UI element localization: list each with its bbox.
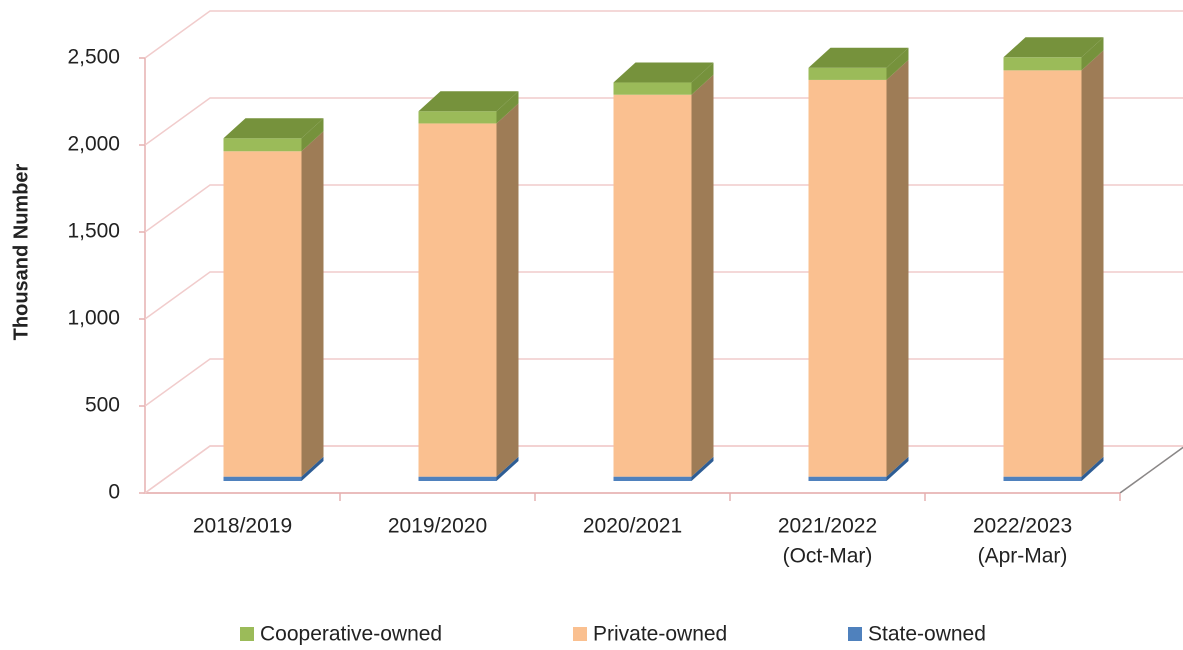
- bar-side: [886, 59, 909, 477]
- bar-top: [808, 47, 909, 68]
- y-tick-label: 2,500: [67, 46, 120, 69]
- legend-label: Private-owned: [593, 623, 727, 646]
- bar-side: [691, 74, 714, 477]
- x-tick-label: (Oct-Mar): [783, 545, 873, 568]
- y-axis-title: Thousand Number: [10, 163, 32, 340]
- bar-side: [496, 91, 519, 124]
- bar: [418, 123, 497, 477]
- y-tick-label: 0: [108, 481, 120, 504]
- bar-side: [886, 456, 909, 481]
- bar-top: [613, 62, 714, 83]
- bar-side: [691, 62, 714, 95]
- x-tick-label: 2022/2023: [973, 515, 1072, 538]
- bar-side: [301, 118, 324, 152]
- bar: [613, 94, 692, 477]
- grid-line: [144, 10, 1183, 59]
- x-tick-label: (Apr-Mar): [978, 545, 1068, 568]
- x-tick-label: 2019/2020: [388, 515, 487, 538]
- legend-swatch: [573, 627, 587, 641]
- bar: [223, 151, 302, 477]
- bar: [613, 82, 692, 95]
- bar-side: [496, 103, 519, 477]
- legend-label: Cooperative-owned: [260, 623, 442, 646]
- bar: [808, 79, 887, 477]
- bar-side: [1081, 37, 1104, 71]
- y-tick-label: 1,500: [67, 220, 120, 243]
- x-tick-label: 2020/2021: [583, 515, 682, 538]
- bar: [808, 476, 887, 481]
- x-tick-label: 2021/2022: [778, 515, 877, 538]
- bar-side: [691, 456, 714, 481]
- y-tick-label: 500: [85, 394, 120, 417]
- legend-label: State-owned: [868, 623, 986, 646]
- bar-side: [301, 131, 324, 477]
- bar-side: [886, 47, 909, 80]
- bar-top: [1003, 37, 1104, 58]
- bar-top: [223, 118, 324, 139]
- y-tick-label: 2,000: [67, 133, 120, 156]
- floor-edge: [1119, 446, 1183, 494]
- bar: [1003, 476, 1082, 481]
- bar-side: [1081, 456, 1104, 481]
- legend-swatch: [848, 627, 862, 641]
- bar-top: [418, 91, 519, 112]
- bar: [1003, 57, 1082, 71]
- legend-swatch: [240, 627, 254, 641]
- bar: [418, 111, 497, 124]
- bar: [1003, 70, 1082, 477]
- x-tick-label: 2018/2019: [193, 515, 292, 538]
- bar: [418, 476, 497, 481]
- bar: [223, 138, 302, 152]
- bar-side: [1081, 50, 1104, 477]
- bar: [808, 67, 887, 80]
- bar: [613, 476, 692, 481]
- bar: [223, 476, 302, 481]
- y-tick-label: 1,000: [67, 307, 120, 330]
- bar-side: [301, 456, 324, 481]
- bar-side: [496, 456, 519, 481]
